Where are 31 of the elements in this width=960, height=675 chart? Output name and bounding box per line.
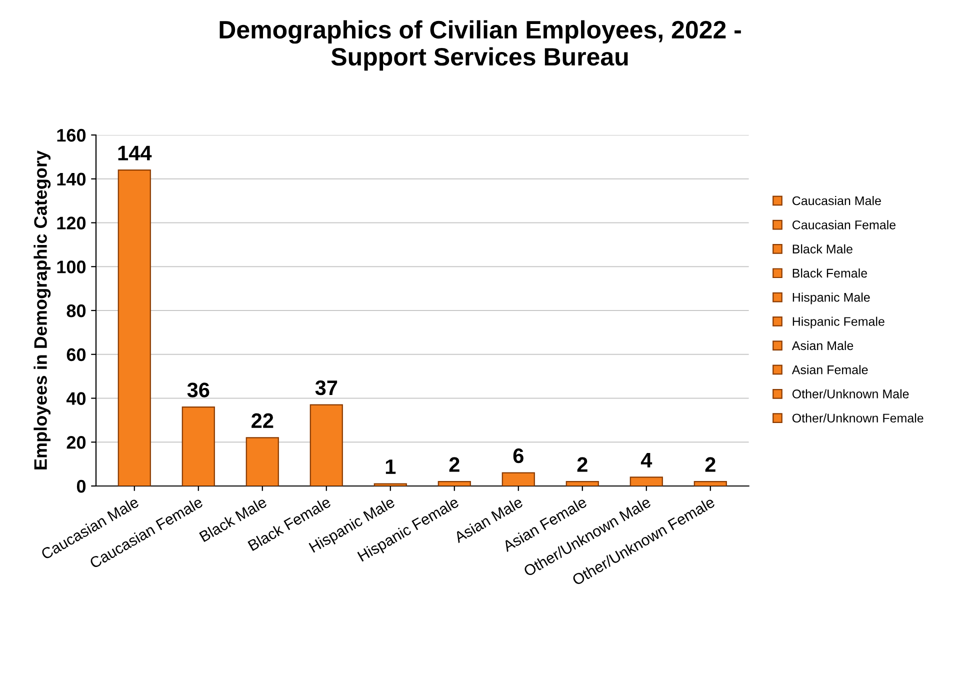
y-tick-label: 60: [66, 348, 86, 362]
y-tick-label: 0: [76, 480, 86, 493]
data-label: 1: [386, 460, 396, 474]
y-tick-label: 20: [66, 436, 86, 449]
legend-label: Hispanic Male: [792, 292, 870, 304]
data-label: 4: [640, 453, 652, 468]
legend-label: Hispanic Female: [792, 316, 884, 328]
legend-label: Caucasian Male: [792, 196, 881, 206]
legend-label: Black Female: [792, 268, 868, 278]
legend-label: Other/Unknown Female: [792, 413, 924, 423]
legend-label: Caucasian Female: [792, 220, 896, 230]
legend-label: Other/Unknown Male: [792, 389, 909, 398]
y-tick-label: 140: [57, 172, 86, 186]
data-label: 144: [118, 146, 152, 160]
data-label: 2: [449, 457, 460, 472]
legend-label: Black Male: [792, 244, 852, 254]
legend-label: Asian Male: [792, 340, 854, 350]
data-label: 37: [315, 380, 338, 396]
legend-label: Asian Female: [792, 365, 868, 374]
data-label: 6: [513, 448, 524, 464]
y-axis-title: Employees in Demographic Category: [34, 150, 51, 470]
data-label: 22: [252, 413, 274, 428]
chart-title: Demographics of Civilian Employees, 2022 - Support Services Bureau: [220, 20, 741, 71]
y-tick-label: 40: [66, 392, 86, 405]
data-label: 2: [577, 457, 588, 472]
y-tick-label: 120: [57, 216, 86, 230]
data-label: 2: [705, 457, 716, 472]
y-tick-label: 160: [57, 128, 86, 142]
data-label: 36: [187, 382, 210, 398]
y-tick-label: 100: [57, 260, 86, 274]
y-tick-label: 80: [66, 304, 86, 318]
